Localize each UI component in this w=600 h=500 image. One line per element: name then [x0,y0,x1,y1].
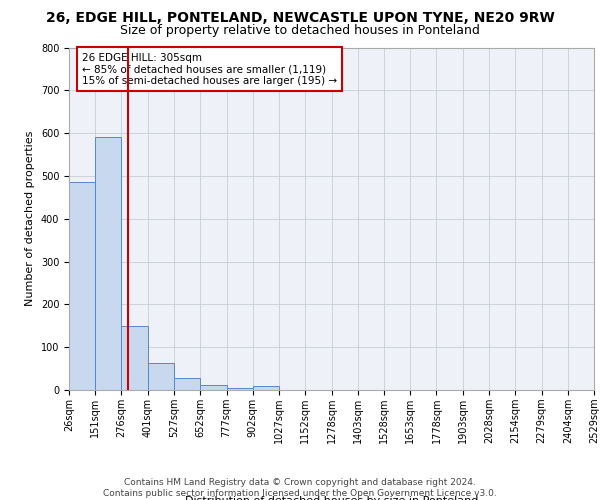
Y-axis label: Number of detached properties: Number of detached properties [25,131,35,306]
Text: 26 EDGE HILL: 305sqm
← 85% of detached houses are smaller (1,119)
15% of semi-de: 26 EDGE HILL: 305sqm ← 85% of detached h… [82,52,337,86]
Bar [69,182,95,390]
Text: Contains HM Land Registry data © Crown copyright and database right 2024.
Contai: Contains HM Land Registry data © Crown c… [103,478,497,498]
Bar [253,386,279,390]
X-axis label: Distribution of detached houses by size in Ponteland: Distribution of detached houses by size … [185,496,478,500]
Text: Size of property relative to detached houses in Ponteland: Size of property relative to detached ho… [120,24,480,37]
Text: 26, EDGE HILL, PONTELAND, NEWCASTLE UPON TYNE, NE20 9RW: 26, EDGE HILL, PONTELAND, NEWCASTLE UPON… [46,11,554,25]
Bar [174,378,200,390]
Bar [148,363,174,390]
Bar [200,385,227,390]
Bar [95,138,121,390]
Bar [121,326,148,390]
Bar [227,388,253,390]
